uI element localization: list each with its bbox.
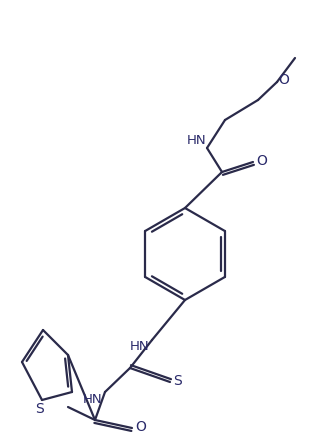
Text: HN: HN — [130, 341, 150, 353]
Text: HN: HN — [83, 392, 103, 405]
Text: S: S — [36, 402, 44, 416]
Text: HN: HN — [187, 135, 207, 147]
Text: O: O — [278, 73, 289, 87]
Text: O: O — [256, 154, 267, 168]
Text: O: O — [135, 420, 146, 434]
Text: S: S — [174, 374, 182, 388]
